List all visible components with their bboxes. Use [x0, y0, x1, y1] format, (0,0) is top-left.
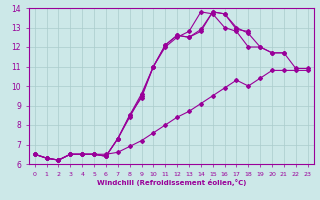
X-axis label: Windchill (Refroidissement éolien,°C): Windchill (Refroidissement éolien,°C) [97, 179, 246, 186]
